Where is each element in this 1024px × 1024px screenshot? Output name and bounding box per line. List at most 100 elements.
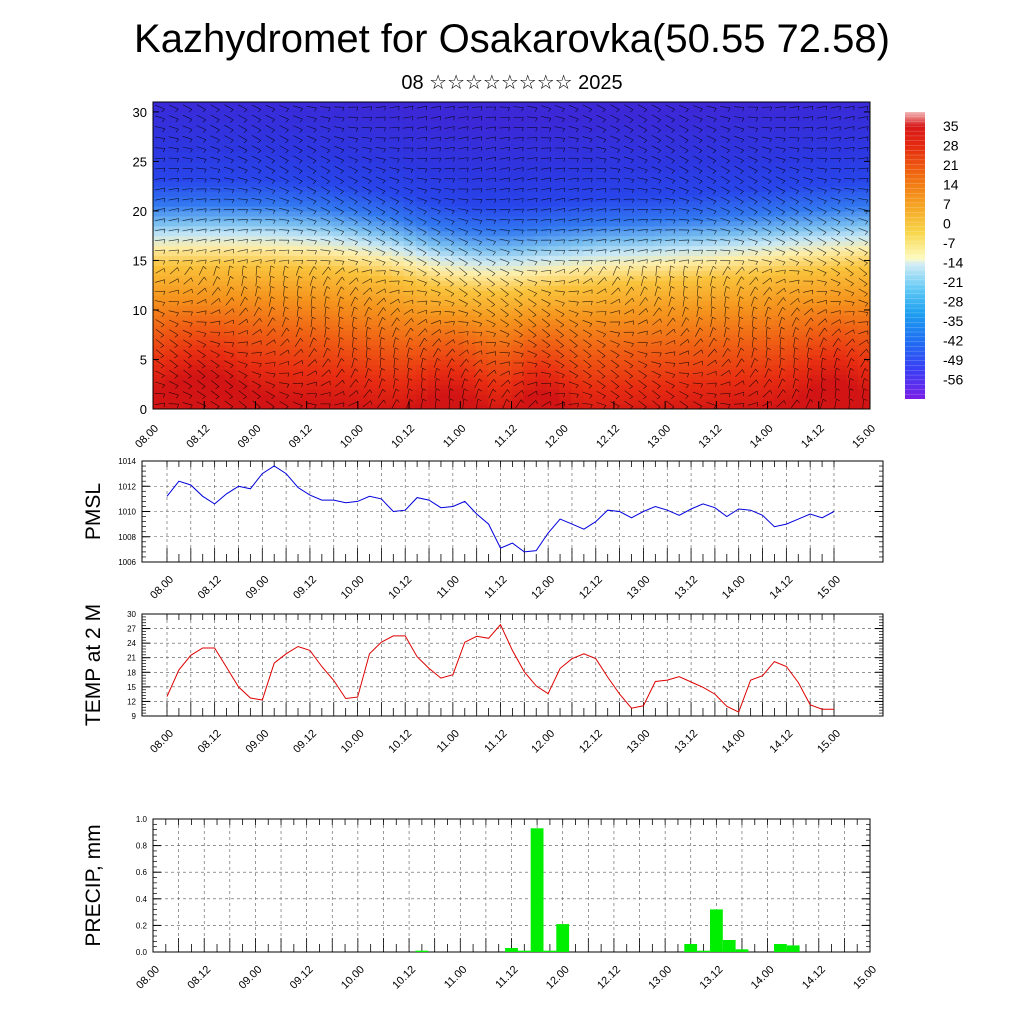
wind-barb-feather <box>326 337 331 341</box>
heatmap-cell <box>810 349 823 356</box>
heatmap-cell <box>392 161 405 167</box>
wind-barb-feather <box>232 219 235 224</box>
wind-barb-feather <box>204 169 207 173</box>
heatmap-cell <box>368 260 381 266</box>
wind-barb-feather <box>258 170 262 174</box>
wind-barb <box>210 369 220 377</box>
wind-barb-feather <box>299 200 303 205</box>
wind-barb-feather <box>328 369 331 374</box>
wind-barb-feather <box>367 357 372 361</box>
heatmap-cell <box>595 191 608 197</box>
wind-barb <box>237 259 248 262</box>
heatmap-cell <box>738 354 752 361</box>
wind-barb-feather <box>313 266 317 270</box>
heatmap-cell <box>774 305 787 311</box>
heatmap-cell <box>212 171 226 177</box>
heatmap-cell <box>786 265 799 271</box>
heatmap-cell <box>547 295 560 301</box>
heatmap-cell <box>571 186 584 192</box>
heatmap-cell <box>403 300 417 306</box>
heatmap-cell <box>176 334 190 341</box>
heatmap-cell <box>224 344 238 351</box>
wind-barb <box>375 106 386 109</box>
heatmap-cell <box>738 384 752 390</box>
heatmap-cell <box>738 136 752 143</box>
heatmap-cell <box>547 354 560 361</box>
heatmap-cell <box>726 280 740 286</box>
heatmap-cell <box>595 230 608 237</box>
heatmap-cell <box>822 290 835 296</box>
wind-barb-feather <box>163 158 166 163</box>
heatmap-cell <box>403 339 417 346</box>
heatmap-cell <box>427 201 441 207</box>
heatmap-cell <box>224 205 238 212</box>
heatmap-cell <box>153 329 166 336</box>
heatmap-cell <box>822 265 835 271</box>
heatmap-cell <box>714 339 728 346</box>
wind-barb <box>389 247 399 253</box>
heatmap-cell <box>607 126 620 133</box>
wind-barb-feather <box>411 147 414 152</box>
heatmap-cell <box>188 215 202 222</box>
heatmap-cell <box>427 329 441 336</box>
heatmap-cell <box>595 334 608 341</box>
heatmap-cell <box>403 255 417 262</box>
heatmap-cell <box>356 181 369 187</box>
heatmap-cell <box>750 245 764 252</box>
wind-barb-feather <box>439 311 441 316</box>
heatmap-cell <box>559 369 572 375</box>
heatmap-cell <box>798 230 811 237</box>
heatmap-cell <box>356 225 369 232</box>
heatmap-cell <box>607 319 620 326</box>
heatmap-cell <box>200 399 214 405</box>
heatmap-cell <box>320 305 333 311</box>
heatmap-cell <box>666 156 680 163</box>
heatmap-cell <box>344 275 357 281</box>
wind-barb-feather <box>329 381 331 386</box>
heatmap-cell <box>392 166 405 172</box>
heatmap-cell <box>846 319 859 326</box>
heatmap-cell <box>858 191 870 197</box>
heatmap-cell <box>702 191 716 197</box>
wind-barb-feather <box>425 158 428 163</box>
heatmap-cell <box>320 379 333 385</box>
wind-barb-feather <box>313 211 317 215</box>
heatmap-cell <box>642 280 656 286</box>
heatmap-cell <box>439 339 453 346</box>
heatmap-cell <box>810 116 823 123</box>
heatmap-cell <box>547 270 560 276</box>
heatmap-cell <box>690 384 704 390</box>
heatmap-cell <box>631 210 644 217</box>
heatmap-cell <box>200 309 214 316</box>
heatmap-cell <box>200 205 214 212</box>
wind-barb <box>295 266 300 276</box>
heatmap-cell <box>738 265 752 271</box>
wind-barb-feather <box>325 316 330 319</box>
heatmap-cell <box>212 369 226 375</box>
wind-barb <box>431 247 441 254</box>
heatmap-cell <box>164 255 178 262</box>
heatmap-cell <box>762 265 775 271</box>
heatmap-cell <box>714 319 728 326</box>
heatmap-cell <box>224 270 238 276</box>
heatmap-cell <box>654 359 668 366</box>
heatmap-cell <box>248 334 262 341</box>
heatmap-cell <box>475 290 489 296</box>
heatmap-cell <box>511 111 525 118</box>
heatmap-cell <box>475 240 489 247</box>
wind-barb-feather <box>438 302 441 306</box>
heatmap-cell <box>511 354 525 361</box>
wind-barb <box>265 390 275 397</box>
heatmap-cell <box>774 290 787 296</box>
heatmap-cell <box>511 369 525 375</box>
heatmap-cell <box>451 126 465 133</box>
heatmap-cell <box>332 121 345 128</box>
heatmap-cell <box>344 285 357 291</box>
heatmap-cell <box>380 131 393 138</box>
heatmap-cell <box>164 280 178 286</box>
heatmap-cell <box>834 136 847 143</box>
heatmap-cell <box>224 191 238 197</box>
heatmap-cell <box>368 394 381 400</box>
heatmap-cell <box>392 300 405 306</box>
heatmap-cell <box>654 309 668 316</box>
